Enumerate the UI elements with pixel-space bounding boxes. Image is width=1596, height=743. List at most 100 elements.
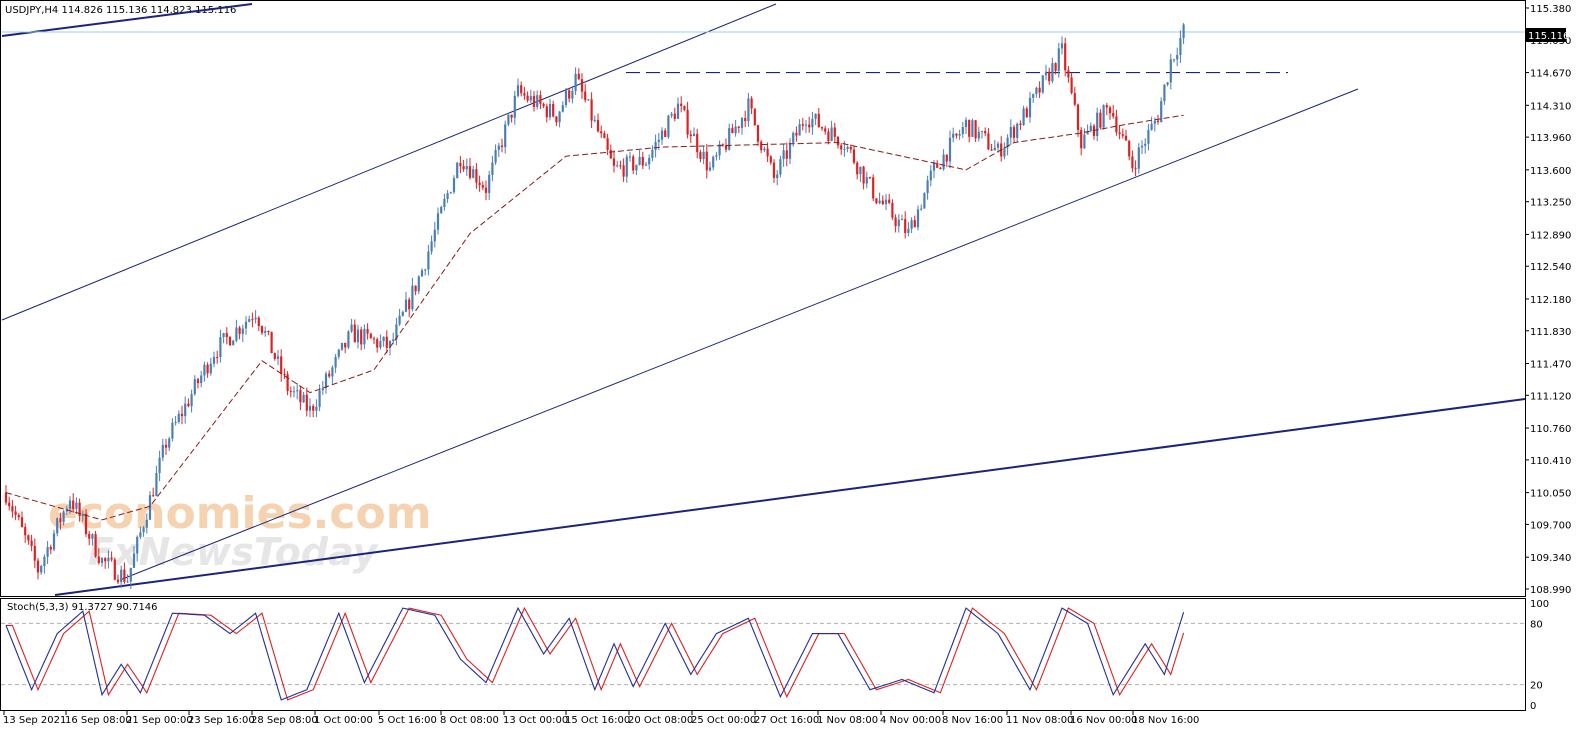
candle-body [248,319,251,322]
candle-body [84,513,88,534]
candle-body [148,495,152,520]
candle-body [388,341,392,348]
candle-body [56,518,59,534]
candle-body [414,285,417,292]
candle-body [296,390,299,392]
chart-symbol-header: USDJPY,H4 114.826 115.136 114.823 115.11… [5,5,236,16]
candle-body [987,133,990,150]
candle-body [753,108,756,126]
candle-body [945,154,948,162]
candle-body [305,394,308,411]
candle-body [737,126,740,128]
candle-body [580,79,584,92]
candle-body [532,96,536,107]
candle-body [849,146,852,150]
candle-body [561,105,564,112]
candle-body [292,391,296,393]
candle-body [17,514,20,518]
candle-body [1032,94,1035,98]
candle-body [948,137,952,162]
price-tick-label: 108.990 [1530,585,1571,596]
candle-body [366,328,369,334]
time-tick-label: 21 Sep 00:00 [126,715,193,726]
candle-body [203,364,206,376]
candle-body [971,120,974,137]
candle-body [504,124,507,148]
candle-body [1124,135,1128,141]
candle-body [299,390,302,403]
candle-body [833,127,836,137]
candle-body [385,336,388,348]
candle-body [1080,129,1083,149]
candle-body [225,333,228,338]
candle-body [481,185,484,188]
moving-average-line [5,114,1184,521]
candle-body [209,363,212,374]
upper-channel-line [1,3,777,321]
stoch-tick-label: 0 [1530,701,1536,712]
candle-body [200,375,203,384]
candle-body [1137,147,1140,169]
candle-body [993,147,996,151]
candle-body [1144,143,1147,146]
candle-body [1099,112,1102,128]
candle-body [571,90,574,99]
candle-body [113,559,116,580]
candle-body [868,177,872,179]
candle-body [731,128,734,134]
candle-body [638,156,641,165]
candle-body [734,126,737,134]
candle-body [920,208,923,210]
candle-body [59,518,62,523]
candle-body [980,131,984,133]
candle-body [862,166,865,184]
candle-body [280,356,283,374]
candle-body [891,202,894,218]
candle-body [539,95,542,104]
stoch-panel-frame [0,598,1526,711]
candle-body [382,336,385,342]
candle-body [472,169,475,178]
candle-body [974,120,977,139]
candle-body [846,146,849,149]
candle-body [827,131,830,141]
candle-body [1086,131,1089,135]
candle-body [104,558,107,562]
candle-body [110,557,113,560]
candle-body [596,119,600,132]
candle-body [520,85,523,94]
price-tick-label: 110.410 [1530,456,1571,467]
price-tick-label: 111.470 [1530,360,1571,371]
candle-body [929,170,932,181]
candle-body [459,162,462,167]
candle-body [235,327,238,341]
candle-body [1006,137,1009,148]
candle-body [673,113,676,119]
candle-body [756,125,760,142]
candle-body [1140,145,1144,148]
candle-body [456,162,459,179]
candle-body [1076,104,1080,130]
candle-body [52,533,56,550]
candle-body [724,145,728,150]
candle-body [817,113,820,128]
candle-body [657,139,660,142]
candle-body [452,178,456,193]
price-tick-label: 109.340 [1530,553,1571,564]
candle-body [1169,59,1172,83]
candle-body [315,406,318,411]
candle-body [267,331,270,333]
candle-body [142,527,145,533]
candle-body [75,502,78,509]
candle-body [484,187,488,193]
candle-body [510,114,513,118]
candle-body [545,106,548,118]
candle-body [417,276,420,292]
candle-body [308,406,312,411]
candle-body [350,324,353,332]
time-tick-label: 20 Oct 08:00 [628,715,693,726]
candles-layer [4,23,1185,589]
candle-body [619,165,622,167]
candle-body [68,500,72,509]
